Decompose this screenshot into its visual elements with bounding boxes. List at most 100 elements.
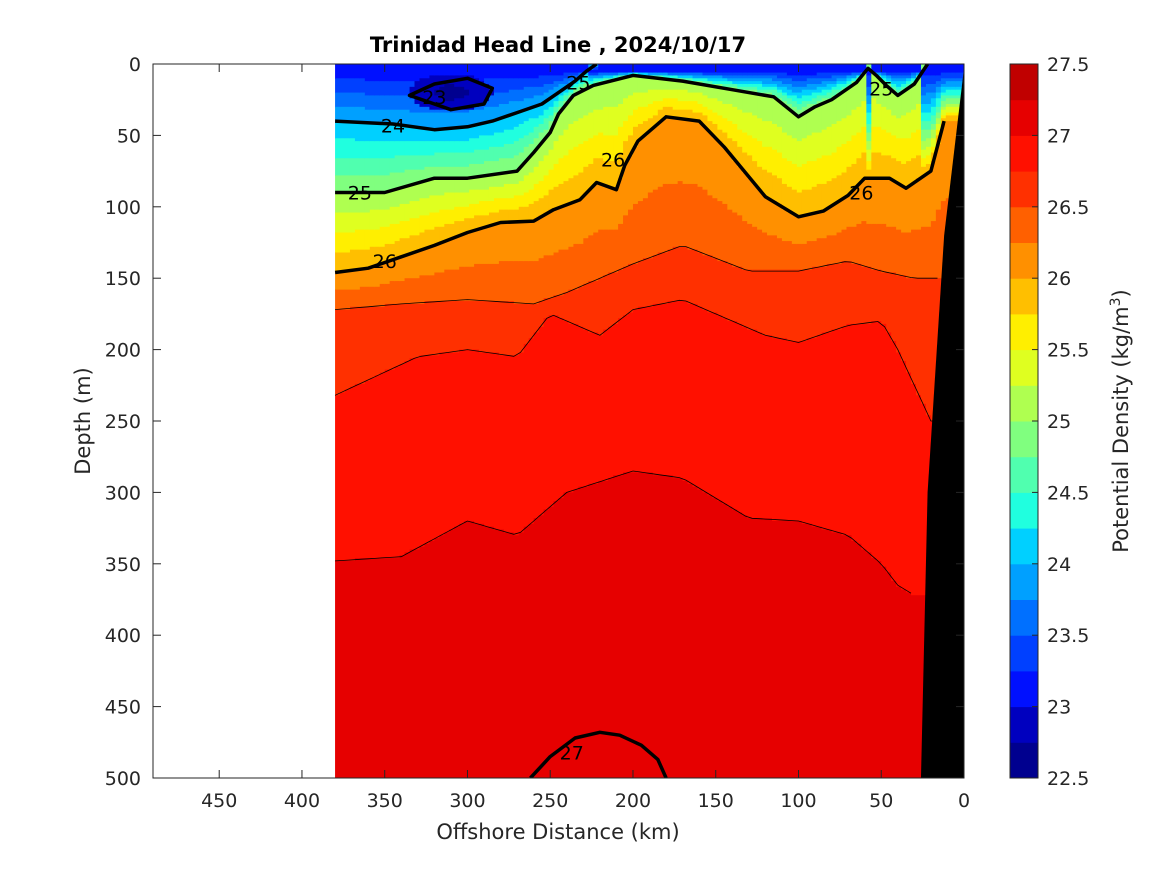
contour-fill-cell <box>593 69 599 74</box>
contour-fill-cell <box>747 72 753 77</box>
contour-fill-cell <box>335 395 341 562</box>
contour-fill-cell <box>652 126 659 191</box>
contour-fill-cell <box>503 158 510 174</box>
contour-fill-cell <box>493 212 500 225</box>
contour-fill-cell <box>359 558 366 778</box>
contour-fill-cell <box>911 278 917 385</box>
contour-fill-cell <box>811 75 818 79</box>
contour-fill-cell <box>588 81 594 85</box>
contour-fill-cell <box>916 395 922 596</box>
contour-fill-cell <box>568 246 574 291</box>
contour-fill-cell <box>563 78 570 85</box>
contour-fill-cell <box>747 112 753 136</box>
contour-fill-cell <box>677 478 684 778</box>
contour-fill-cell <box>349 64 356 79</box>
contour-fill-cell <box>349 306 356 388</box>
contour-fill-cell <box>940 201 947 279</box>
contour-fill-cell <box>399 555 406 778</box>
contour-fill-cell <box>925 103 932 114</box>
contour-label: 26 <box>601 150 625 172</box>
x-tick-label: 250 <box>532 790 568 812</box>
contour-fill-cell <box>538 132 545 145</box>
contour-fill-cell <box>484 189 490 202</box>
contour-fill-cell <box>424 543 431 778</box>
contour-fill-cell <box>558 89 565 97</box>
contour-fill-cell <box>464 232 470 268</box>
contour-fill-cell <box>881 129 887 156</box>
contour-fill-cell <box>484 161 490 176</box>
contour-fill-cell <box>871 178 877 225</box>
contour-fill-cell <box>623 121 629 142</box>
contour-fill-cell <box>732 64 738 74</box>
contour-fill-cell <box>762 269 768 336</box>
contour-fill-cell <box>568 323 574 493</box>
contour-fill-cell <box>821 78 828 82</box>
contour-fill-cell <box>553 95 560 102</box>
contour-fill-cell <box>523 192 530 208</box>
contour-fill-cell <box>866 132 872 142</box>
contour-fill-cell <box>886 86 892 111</box>
contour-fill-cell <box>474 106 480 111</box>
contour-fill-cell <box>901 75 907 79</box>
contour-fill-cell <box>722 81 728 85</box>
contour-fill-cell <box>906 112 912 139</box>
contour-fill-cell <box>623 64 629 74</box>
contour-fill-cell <box>920 129 927 142</box>
contour-fill-cell <box>697 103 704 114</box>
contour-fill-cell <box>722 83 728 88</box>
contour-fill-cell <box>930 75 937 85</box>
contour-fill-cell <box>796 269 803 342</box>
contour-fill-cell <box>399 155 406 174</box>
contour-fill-cell <box>503 532 510 778</box>
contour-fill-cell <box>906 138 912 162</box>
x-tick-label: 400 <box>284 790 320 812</box>
contour-fill-cell <box>518 101 525 111</box>
contour-fill-cell <box>767 121 773 148</box>
contour-fill-cell <box>886 78 892 82</box>
contour-fill-cell <box>513 126 520 142</box>
contour-fill-cell <box>364 64 371 82</box>
contour-fill-cell <box>776 92 783 99</box>
contour-fill-cell <box>950 72 957 79</box>
contour-fill-cell <box>752 329 758 519</box>
contour-fill-cell <box>459 64 465 77</box>
contour-fill-cell <box>359 306 366 385</box>
contour-fill-cell <box>657 72 664 77</box>
contour-fill-cell <box>856 64 862 74</box>
contour-fill-cell <box>717 75 723 79</box>
contour-fill-cell <box>811 526 818 778</box>
contour-fill-cell <box>568 149 574 179</box>
contour-fill-cell <box>538 258 545 302</box>
contour-fill-cell <box>712 72 718 77</box>
contour-fill-cell <box>950 106 957 114</box>
contour-fill-cell <box>717 86 723 102</box>
contour-fill-cell <box>513 535 520 778</box>
contour-fill-cell <box>563 92 570 97</box>
contour-fill-cell <box>886 75 892 79</box>
contour-fill-cell <box>374 209 381 231</box>
contour-fill-cell <box>543 75 550 85</box>
contour-fill-cell <box>449 83 455 102</box>
contour-fill-cell <box>757 89 763 94</box>
contour-fill-cell <box>335 560 341 778</box>
contour-fill-cell <box>573 146 579 176</box>
contour-fill-cell <box>841 86 848 91</box>
contour-fill-cell <box>469 163 475 179</box>
contour-fill-cell <box>578 172 584 199</box>
contour-fill-cell <box>945 95 952 99</box>
contour-fill-cell <box>513 89 520 102</box>
contour-fill-cell <box>369 558 376 778</box>
contour-fill-cell <box>543 101 550 111</box>
contour-fill-cell <box>692 121 699 185</box>
contour-fill-cell <box>439 535 445 778</box>
contour-fill-cell <box>449 192 455 211</box>
contour-fill-cell <box>518 89 525 102</box>
contour-fill-cell <box>369 266 376 288</box>
y-tick-label: 450 <box>105 697 141 719</box>
contour-fill-cell <box>429 64 435 77</box>
colorbar-swatch <box>1010 242 1038 279</box>
contour-fill-cell <box>613 189 619 231</box>
contour-fill-cell <box>742 112 748 134</box>
contour-fill-cell <box>340 158 346 176</box>
contour-fill-cell <box>583 81 589 85</box>
